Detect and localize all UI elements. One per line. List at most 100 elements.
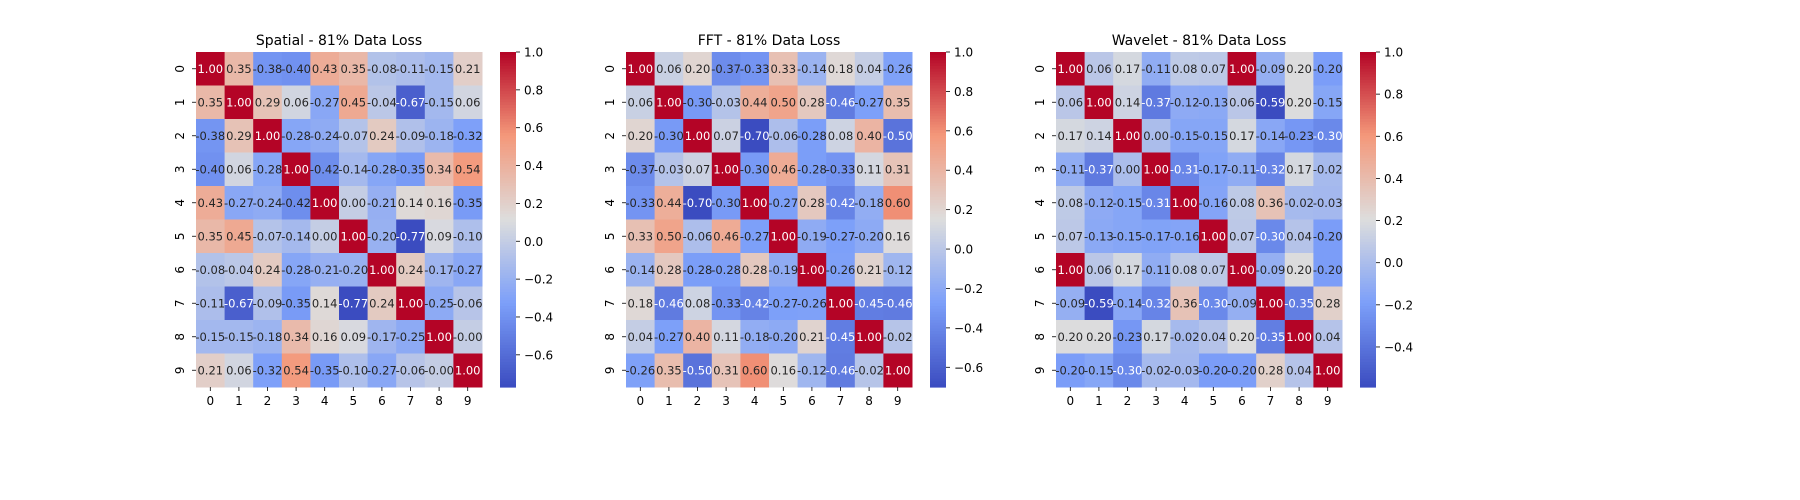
colorbar-segment — [500, 202, 516, 207]
colorbar-segment — [500, 331, 516, 335]
y-tick-label: 6 — [173, 266, 187, 274]
heatmap-cell — [1141, 186, 1171, 220]
heatmap-cell — [626, 253, 656, 287]
heatmap-cell — [1056, 119, 1086, 153]
colorbar-segment — [930, 269, 946, 274]
colorbar-segment — [1360, 322, 1376, 327]
colorbar-segment — [930, 158, 946, 162]
cell-value-label: -0.02 — [883, 330, 913, 344]
heatmap-cell — [310, 52, 340, 86]
colorbar-segment — [1360, 121, 1376, 126]
cell-value-label: 0.18 — [828, 62, 854, 76]
cell-value-label: -0.30 — [654, 129, 684, 143]
colorbar-segment — [930, 297, 946, 302]
colorbar-segment — [930, 127, 946, 131]
heatmap-cell — [1113, 320, 1143, 354]
colorbar-segment — [930, 105, 946, 109]
colorbar-segment — [1360, 63, 1376, 67]
colorbar-segment — [500, 146, 516, 151]
cell-value-label: 0.34 — [426, 162, 452, 176]
colorbar-segment — [930, 71, 946, 75]
colorbar-segment — [1360, 311, 1376, 316]
cell-value-label: 0.16 — [426, 196, 452, 210]
heatmap-cell — [196, 219, 226, 254]
colorbar-segment — [500, 163, 516, 168]
colorbar-segment — [930, 250, 946, 254]
y-tick-label: 3 — [173, 165, 187, 173]
colorbar-segment — [930, 96, 946, 101]
cell-value-label: -0.35 — [310, 363, 340, 377]
cell-value-label: 1.00 — [1286, 330, 1312, 344]
cell-value-label: 0.06 — [1086, 263, 1112, 277]
heatmap-cell — [396, 219, 426, 254]
colorbar-segment — [930, 286, 946, 290]
cell-value-label: -0.15 — [1113, 229, 1143, 243]
cell-value-label: -0.31 — [1141, 196, 1171, 210]
cell-value-label: -0.27 — [453, 263, 483, 277]
cell-value-label: -0.20 — [1227, 363, 1257, 377]
colorbar-segment — [930, 205, 946, 209]
cell-value-label: -0.02 — [1313, 162, 1343, 176]
colorbar-segment — [500, 300, 516, 304]
colorbar-segment — [500, 71, 516, 75]
cell-value-label: -0.02 — [1141, 363, 1171, 377]
heatmap-cell — [196, 320, 226, 354]
heatmap-cell — [711, 52, 741, 86]
colorbar-segment — [1360, 241, 1376, 246]
cell-value-label: -0.35 — [453, 196, 483, 210]
colorbar-segment — [930, 160, 946, 165]
cell-value-label: 1.00 — [742, 196, 768, 210]
heatmap-cell — [224, 253, 254, 287]
heatmap-cell — [281, 52, 311, 86]
colorbar-segment — [1360, 216, 1376, 221]
colorbar-segment — [930, 146, 946, 151]
colorbar-segment — [500, 91, 516, 95]
cell-value-label: -0.12 — [797, 363, 827, 377]
colorbar-segment — [500, 160, 516, 165]
colorbar-segment — [1360, 163, 1376, 168]
cell-value-label: -0.46 — [826, 95, 856, 109]
colorbar-segment — [1360, 155, 1376, 159]
heatmap-cell — [281, 320, 311, 354]
heatmap-cell — [1170, 219, 1200, 254]
colorbar-segment — [930, 303, 946, 307]
heatmap-cell — [1284, 253, 1314, 287]
colorbar-segment — [930, 317, 946, 321]
heatmap-cell — [1313, 320, 1343, 354]
heatmap-cell — [683, 286, 713, 321]
heatmap-cell — [367, 152, 397, 187]
heatmap-cell — [854, 286, 884, 321]
colorbar-tick-label: 0.8 — [954, 85, 973, 99]
cell-value-label: 0.44 — [742, 95, 768, 109]
heatmap-cell — [453, 320, 483, 354]
colorbar-segment — [1360, 280, 1376, 285]
colorbar-segment — [500, 60, 516, 64]
heatmap-cell — [424, 186, 454, 220]
heatmap-cell — [683, 186, 713, 220]
cell-value-label: 1.00 — [627, 62, 653, 76]
x-tick-label: 1 — [235, 394, 243, 408]
colorbar-segment — [930, 261, 946, 265]
heatmap-cell — [854, 253, 884, 287]
y-tick-label: 3 — [603, 165, 617, 173]
cell-value-label: 0.35 — [340, 62, 366, 76]
colorbar-segment — [500, 353, 516, 357]
heatmap-cell — [310, 253, 340, 287]
colorbar-segment — [1360, 289, 1376, 293]
x-tick-label: 0 — [1066, 394, 1074, 408]
colorbar-segment — [500, 261, 516, 265]
heatmap-cell — [1141, 85, 1171, 120]
colorbar-tick-label: −0.4 — [524, 310, 553, 324]
cell-value-label: -0.18 — [253, 330, 283, 344]
colorbar-segment — [500, 65, 516, 70]
colorbar-segment — [500, 174, 516, 179]
cell-value-label: 0.06 — [1057, 95, 1083, 109]
heatmap-cell — [1056, 85, 1086, 120]
cell-value-label: 1.00 — [369, 263, 395, 277]
cell-value-label: 0.36 — [1172, 296, 1198, 310]
colorbar-segment — [500, 124, 516, 128]
cell-value-label: -0.13 — [1084, 229, 1114, 243]
heatmap-cell — [196, 353, 226, 388]
cell-value-label: 0.06 — [455, 95, 481, 109]
heatmap-cell — [769, 286, 799, 321]
